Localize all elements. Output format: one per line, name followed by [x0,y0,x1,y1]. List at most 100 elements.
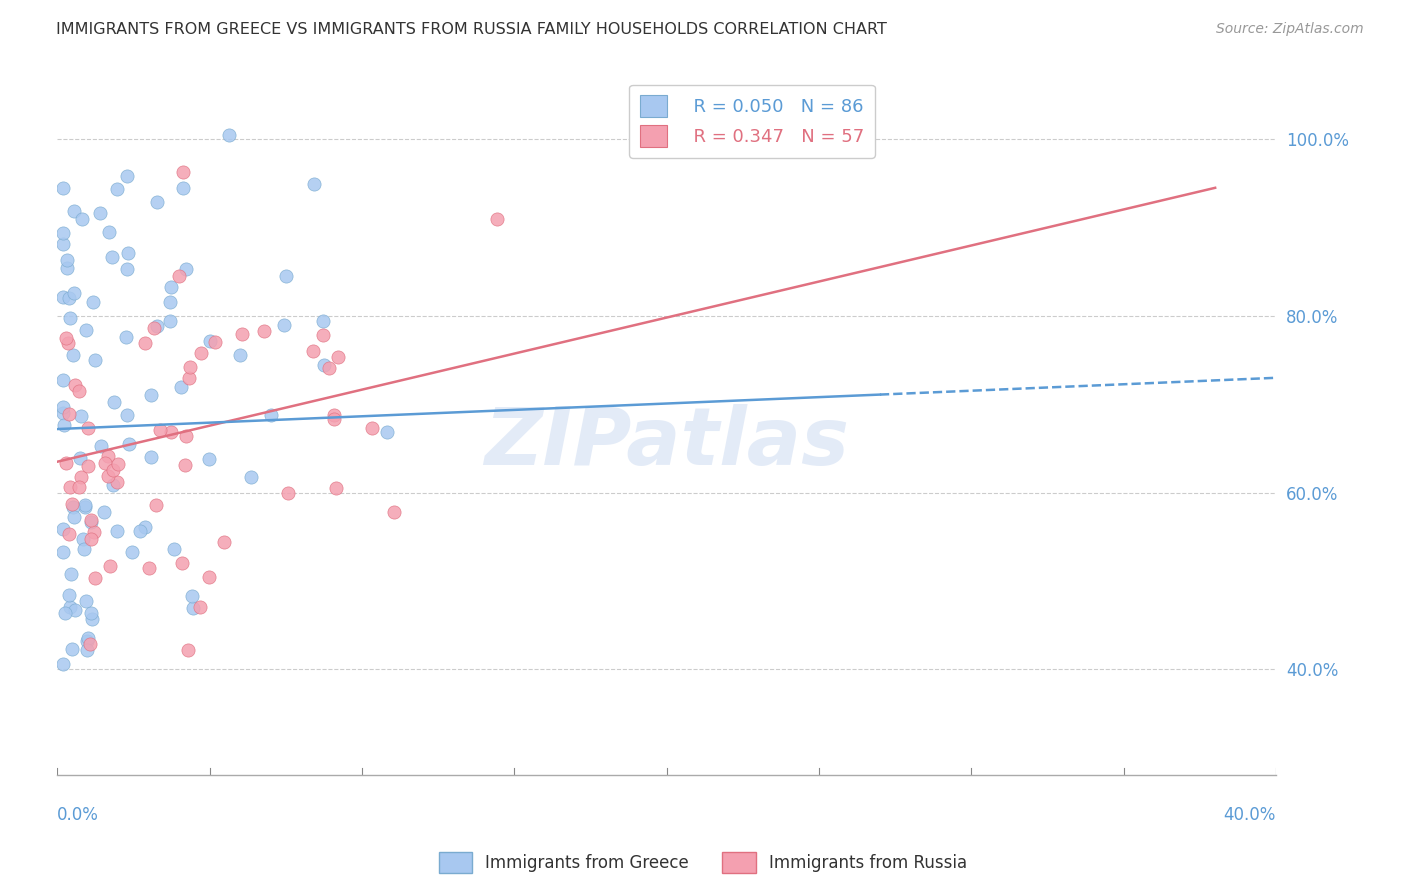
Point [101,463,124,477]
Point [190,345,212,359]
Point [80,515,103,529]
Point [52,522,75,536]
Point [174,261,197,276]
Point [93,505,115,519]
Point [218,128,240,142]
Point [56,336,79,351]
Point [231,327,253,342]
Point [80,612,103,626]
Point [77,459,100,474]
Point [169,380,191,394]
Point [314,358,336,372]
Text: Source: ZipAtlas.com: Source: ZipAtlas.com [1216,22,1364,37]
Point [63,204,86,219]
Point [83,352,105,367]
Point [53,606,76,620]
Point [115,408,138,422]
Point [118,437,141,451]
Point [52,227,75,241]
Point [318,360,340,375]
Legend: Immigrants from Greece, Immigrants from Russia: Immigrants from Greece, Immigrants from … [432,846,974,880]
Point [277,485,299,500]
Point [72,532,94,546]
Text: ZIPatlas: ZIPatlas [484,404,849,483]
Point [60,566,83,581]
Point [55,253,77,268]
Point [65,603,87,617]
Point [174,458,197,473]
Point [107,182,129,196]
Point [312,327,335,342]
Point [80,513,103,527]
Point [139,450,162,464]
Point [134,335,156,350]
Point [59,599,82,614]
Point [79,637,101,651]
Point [98,225,121,239]
Point [325,481,347,495]
Point [59,480,82,494]
Point [253,324,276,338]
Point [80,532,103,546]
Point [148,423,170,437]
Point [89,205,111,219]
Point [159,294,181,309]
Point [72,211,94,226]
Point [138,561,160,575]
Legend:   R = 0.050   N = 86,   R = 0.347   N = 57: R = 0.050 N = 86, R = 0.347 N = 57 [630,85,875,158]
Point [107,457,129,471]
Point [62,641,84,656]
Point [486,211,509,226]
Point [163,541,186,556]
Point [180,589,202,603]
Point [67,480,90,494]
Point [63,286,86,301]
Point [101,250,124,264]
Point [70,409,93,424]
Point [105,475,128,489]
Point [72,541,94,556]
Point [114,330,136,344]
Point [83,571,105,585]
Point [76,633,98,648]
Point [105,524,128,539]
Point [115,169,138,184]
Point [52,544,75,558]
Point [169,268,191,283]
Point [52,657,75,671]
Point [139,388,162,402]
Point [58,526,80,541]
Point [52,400,75,414]
Point [76,632,98,646]
Point [55,331,77,345]
Point [52,406,75,420]
Point [53,418,76,433]
Point [181,600,204,615]
Point [59,311,82,326]
Point [312,314,335,328]
Point [60,497,83,511]
Point [82,294,104,309]
Point [52,290,75,304]
Point [134,520,156,534]
Point [172,181,194,195]
Text: IMMIGRANTS FROM GREECE VS IMMIGRANTS FROM RUSSIA FAMILY HOUSEHOLDS CORRELATION C: IMMIGRANTS FROM GREECE VS IMMIGRANTS FRO… [56,22,887,37]
Point [80,607,103,621]
Point [58,291,80,305]
Point [145,498,167,512]
Point [159,314,181,328]
Point [129,524,152,539]
Point [121,545,143,559]
Point [323,408,346,422]
Point [188,599,211,614]
Point [240,469,263,483]
Point [52,236,75,251]
Point [75,323,97,337]
Point [52,181,75,195]
Point [58,588,80,602]
Point [52,373,75,387]
Point [56,261,79,276]
Point [55,456,77,470]
Point [179,360,201,375]
Text: 40.0%: 40.0% [1223,806,1277,824]
